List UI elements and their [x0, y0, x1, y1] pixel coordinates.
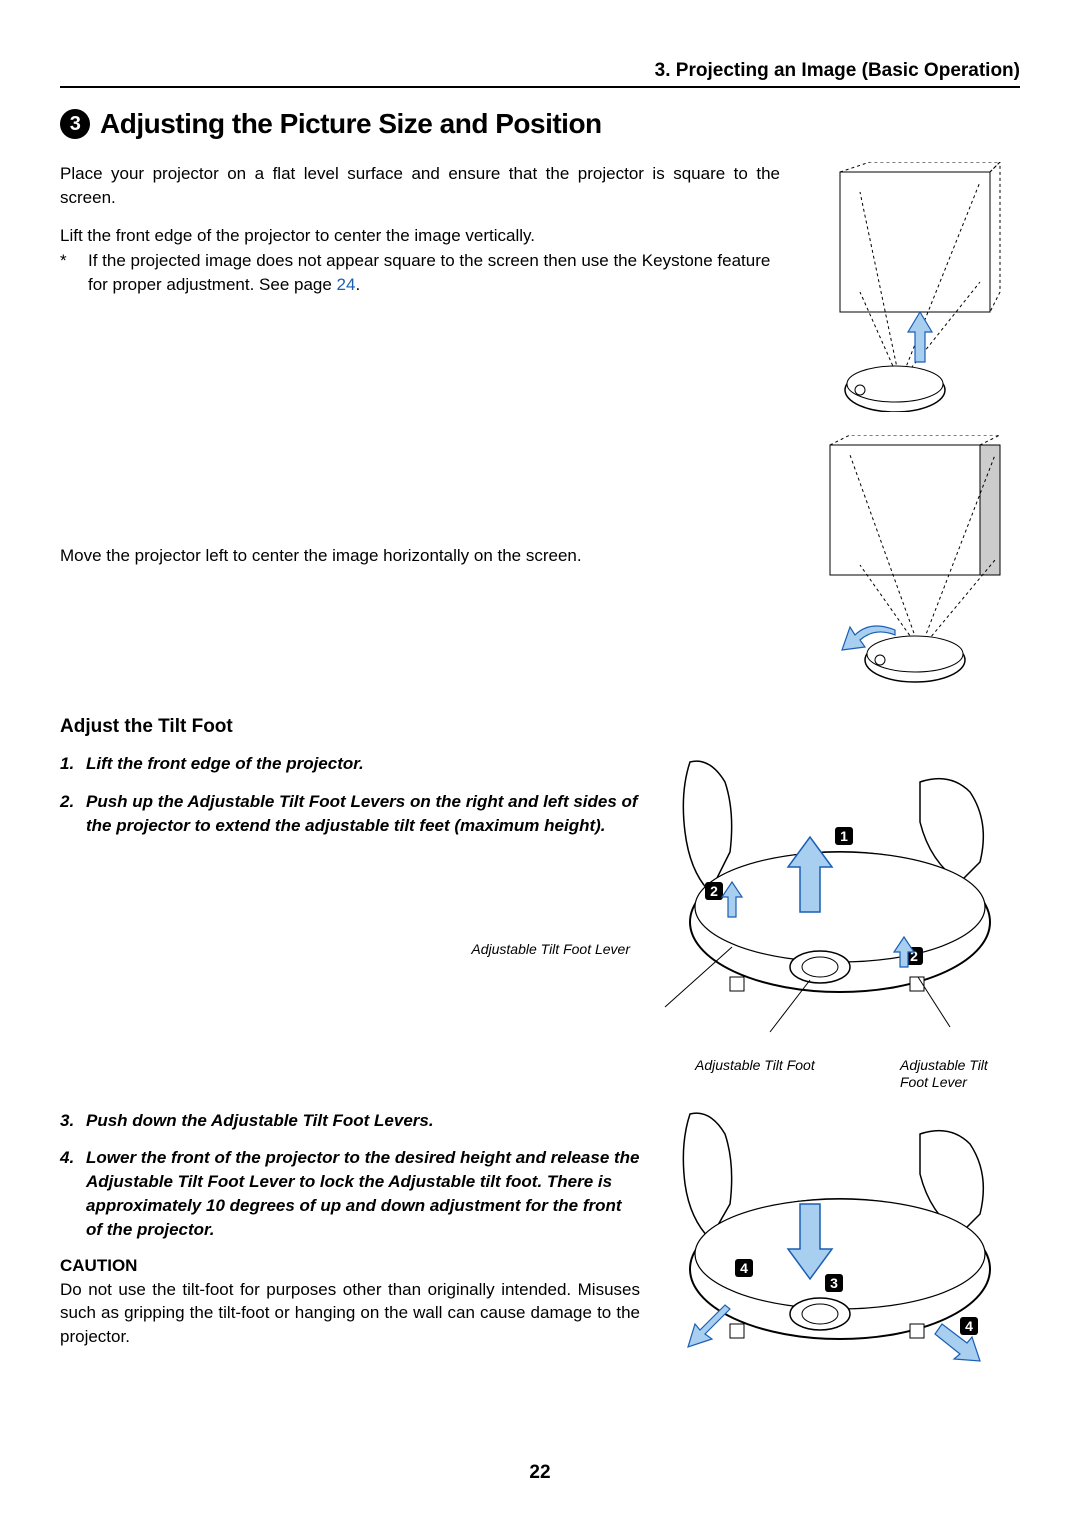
- para1: Place your projector on a flat level sur…: [60, 162, 780, 210]
- caution-heading: CAUTION: [60, 1256, 640, 1276]
- caution-text: Do not use the tilt-foot for purposes ot…: [60, 1278, 640, 1349]
- step-2: 2. Push up the Adjustable Tilt Foot Leve…: [60, 790, 640, 838]
- bullet-marker: *: [60, 249, 88, 297]
- tilt-steps-3-4: 3. Push down the Adjustable Tilt Foot Le…: [60, 1109, 640, 1374]
- block-intro: Place your projector on a flat level sur…: [60, 162, 1020, 417]
- diagram-horizontal-adjust: [800, 435, 1020, 690]
- intro-text-col: Place your projector on a flat level sur…: [60, 162, 780, 417]
- chapter-heading: 3. Projecting an Image (Basic Operation): [655, 60, 1020, 81]
- block-tilt-1: 1. Lift the front edge of the projector.…: [60, 752, 1020, 1091]
- diagram-tilt-foot-1: 1 2 2 Adjustable Tilt Foot Adjustable Ti…: [660, 752, 1020, 1091]
- block-horizontal: Move the projector left to center the im…: [60, 435, 1020, 690]
- svg-text:1: 1: [840, 828, 848, 844]
- diagram-tilt-1-svg: 1 2 2: [660, 752, 1020, 1052]
- block-tilt-2: 3. Push down the Adjustable Tilt Foot Le…: [60, 1109, 1020, 1374]
- section-number-badge: 3: [60, 109, 90, 139]
- para3: Move the projector left to center the im…: [60, 544, 780, 568]
- label-lever-right: Adjustable Tilt Foot Lever: [900, 1057, 1010, 1091]
- svg-text:4: 4: [965, 1318, 973, 1334]
- diagram-vertical-svg: [800, 162, 1020, 412]
- section-title: Adjusting the Picture Size and Position: [100, 108, 602, 140]
- diagram-tilt-2-svg: 4 3 4: [660, 1109, 1020, 1369]
- bullet-text: If the projected image does not appear s…: [88, 249, 780, 297]
- horizontal-text-col: Move the projector left to center the im…: [60, 544, 780, 582]
- diagram-tilt-foot-2: 4 3 4: [660, 1109, 1020, 1374]
- subsection-heading: Adjust the Tilt Foot: [60, 716, 1020, 738]
- svg-text:2: 2: [710, 883, 718, 899]
- diagram-horizontal-svg: [800, 435, 1020, 685]
- bullet-keystone: * If the projected image does not appear…: [60, 249, 780, 297]
- para2: Lift the front edge of the projector to …: [60, 224, 780, 248]
- label-lever-left: Adjustable Tilt Foot Lever: [471, 941, 630, 957]
- svg-text:3: 3: [830, 1275, 838, 1291]
- section-heading: 3 Adjusting the Picture Size and Positio…: [60, 108, 1020, 140]
- page-link-24[interactable]: 24: [337, 275, 356, 294]
- label-foot: Adjustable Tilt Foot: [695, 1057, 815, 1091]
- svg-text:4: 4: [740, 1260, 748, 1276]
- label-lever-left-wrap: Adjustable Tilt Foot Lever: [60, 941, 640, 959]
- step-1: 1. Lift the front edge of the projector.: [60, 752, 640, 776]
- diagram-vertical-adjust: [800, 162, 1020, 417]
- step-4: 4. Lower the front of the projector to t…: [60, 1146, 640, 1241]
- step-3: 3. Push down the Adjustable Tilt Foot Le…: [60, 1109, 640, 1133]
- chapter-header: 3. Projecting an Image (Basic Operation): [60, 60, 1020, 88]
- tilt-steps-1-2: 1. Lift the front edge of the projector.…: [60, 752, 640, 1091]
- page-number: 22: [0, 1462, 1080, 1484]
